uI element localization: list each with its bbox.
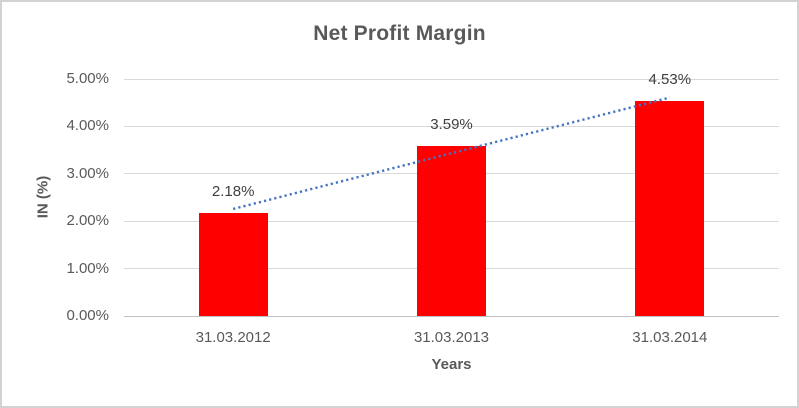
data-label: 3.59% <box>430 115 473 133</box>
plot-area: 2.18% 3.59% 4.53% <box>124 71 779 317</box>
data-label: 4.53% <box>648 71 692 89</box>
y-tick-label: 4.00% <box>66 117 109 135</box>
x-tick-label: 31.03.2013 <box>413 329 490 346</box>
y-tick-label: 2.00% <box>66 212 109 230</box>
gridline <box>124 125 779 127</box>
bar <box>635 101 705 316</box>
trendline-dotted-segment <box>232 96 671 211</box>
x-axis-title: Years <box>431 356 472 373</box>
bar <box>198 212 268 316</box>
y-axis-title: IN (%) <box>34 175 52 219</box>
y-tick-label: 3.00% <box>66 164 109 182</box>
chart-title: Net Profit Margin <box>313 22 486 45</box>
data-label: 2.18% <box>211 182 255 200</box>
x-tick-label: 31.03.2012 <box>195 329 271 346</box>
bar <box>417 145 486 316</box>
y-tick-label: 5.00% <box>66 70 109 87</box>
y-tick-label: 0.00% <box>66 307 109 324</box>
y-tick-label: 1.00% <box>66 259 109 277</box>
x-tick-label: 31.03.2014 <box>632 329 708 346</box>
x-axis-line <box>124 315 779 317</box>
gridline <box>124 78 779 80</box>
trendline <box>232 96 671 211</box>
